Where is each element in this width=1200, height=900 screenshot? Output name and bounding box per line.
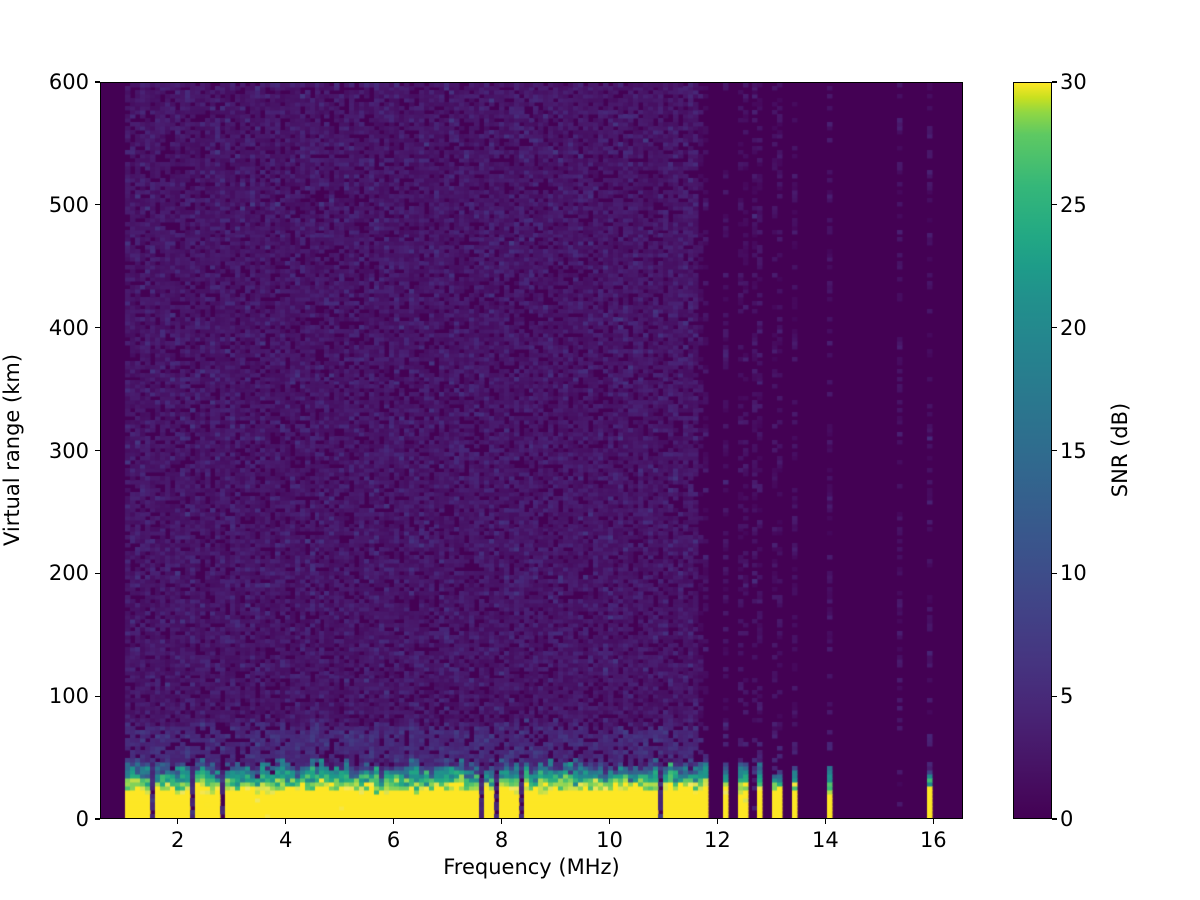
x-ticklabel-8: 8 — [494, 828, 509, 852]
x-ticklabel-6: 6 — [386, 828, 401, 852]
plot-area — [100, 82, 963, 819]
colorbar-tick-30 — [1052, 81, 1057, 83]
y-ticklabel-100: 100 — [48, 684, 89, 709]
colorbar-tick-25 — [1052, 204, 1057, 206]
colorbar-tick-5 — [1052, 695, 1057, 697]
y-ticklabel-200: 200 — [48, 561, 89, 586]
colorbar-tick-0 — [1052, 818, 1057, 820]
x-ticklabel-12: 12 — [704, 828, 731, 852]
y-tick-400 — [95, 327, 100, 329]
ionogram-heatmap — [101, 83, 962, 818]
y-tick-100 — [95, 695, 100, 697]
x-ticklabel-14: 14 — [811, 828, 839, 852]
x-tick-10 — [608, 819, 611, 824]
y-tick-0 — [95, 818, 100, 820]
x-ticklabel-4: 4 — [278, 828, 293, 852]
y-ticklabel-400: 400 — [48, 315, 89, 340]
x-tick-8 — [500, 819, 503, 824]
x-tick-16 — [932, 819, 934, 824]
x-tick-12 — [716, 819, 719, 824]
x-tick-14 — [824, 819, 827, 824]
y-tick-200 — [95, 572, 100, 574]
x-tick-2 — [177, 819, 179, 824]
colorbar-ticklabel-5: 5 — [1060, 684, 1074, 709]
colorbar-ticklabel-10: 10 — [1060, 561, 1087, 586]
y-tick-300 — [95, 449, 100, 452]
y-tick-500 — [95, 204, 100, 206]
x-ticklabel-10: 10 — [596, 828, 623, 852]
x-ticklabel-2: 2 — [171, 828, 185, 852]
colorbar-ticklabel-30: 30 — [1060, 70, 1087, 94]
y-ticklabel-0: 0 — [75, 807, 89, 831]
colorbar-ticklabel-15: 15 — [1060, 438, 1087, 463]
x-axis-label: Frequency (MHz) — [443, 855, 620, 879]
y-tick-600 — [95, 81, 100, 83]
colorbar-tick-10 — [1052, 572, 1057, 574]
colorbar-label: SNR (dB) — [1108, 402, 1132, 498]
colorbar-ticklabel-25: 25 — [1060, 192, 1087, 217]
colorbar-tick-20 — [1052, 327, 1057, 329]
y-ticklabel-300: 300 — [48, 438, 89, 463]
colorbar-ticklabel-20: 20 — [1060, 315, 1087, 340]
y-ticklabel-600: 600 — [48, 70, 89, 94]
x-tick-6 — [392, 819, 395, 824]
x-tick-4 — [285, 819, 287, 824]
y-axis-label: Virtual range (km) — [0, 353, 24, 547]
colorbar-tick-15 — [1052, 449, 1057, 452]
y-ticklabel-500: 500 — [48, 192, 89, 217]
colorbar — [1013, 82, 1052, 819]
colorbar-ticklabel-0: 0 — [1060, 807, 1074, 831]
x-ticklabel-16: 16 — [919, 828, 947, 852]
